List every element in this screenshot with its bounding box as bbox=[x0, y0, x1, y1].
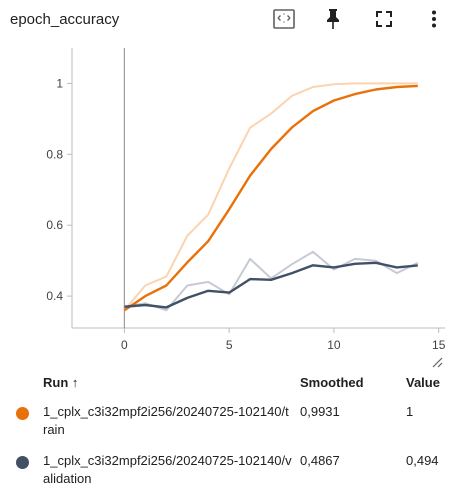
run-name: 1_cplx_c3i32mpf2i256/20240725-102140/tra… bbox=[43, 404, 289, 437]
fullscreen-icon bbox=[376, 11, 392, 27]
value-column-header[interactable]: Value bbox=[406, 375, 440, 390]
run-column-header[interactable]: Run ↑ bbox=[43, 375, 79, 390]
resize-handle-icon[interactable] bbox=[431, 356, 443, 368]
chart-title: epoch_accuracy bbox=[10, 11, 120, 28]
x-tick-label: 5 bbox=[226, 338, 233, 352]
series-color-dot bbox=[16, 407, 29, 420]
series-smoothed-line bbox=[123, 84, 418, 312]
fit-to-domain-icon bbox=[273, 9, 295, 29]
series-raw-line bbox=[124, 250, 419, 312]
smoothed-value: 0,9931 bbox=[300, 404, 340, 419]
fit-to-domain-button[interactable] bbox=[271, 6, 297, 32]
more-options-button[interactable] bbox=[421, 6, 447, 32]
x-tick-label: 10 bbox=[327, 338, 341, 352]
y-tick-label: 0.6 bbox=[46, 218, 63, 232]
raw-value: 1 bbox=[406, 404, 414, 419]
y-tick-label: 0.4 bbox=[46, 289, 63, 303]
smoothed-column-header[interactable]: Smoothed bbox=[300, 375, 364, 390]
series-smoothed-line bbox=[124, 261, 418, 309]
x-tick-label: 0 bbox=[121, 338, 128, 352]
more-vert-icon bbox=[432, 10, 436, 28]
fullscreen-button[interactable] bbox=[371, 6, 397, 32]
smoothed-value: 0,4867 bbox=[300, 453, 340, 468]
series-color-dot bbox=[16, 456, 29, 469]
y-tick-label: 1 bbox=[56, 76, 63, 90]
line-chart[interactable]: 0.40.60.810 5 10 15 bbox=[0, 40, 459, 360]
x-tick-label: 15 bbox=[432, 338, 446, 352]
pin-button[interactable] bbox=[320, 6, 346, 32]
series-raw-line bbox=[123, 82, 418, 311]
raw-value: 0,494 bbox=[406, 453, 439, 468]
run-name: 1_cplx_c3i32mpf2i256/20240725-102140/val… bbox=[43, 453, 292, 486]
y-tick-label: 0.8 bbox=[46, 147, 63, 161]
pin-icon bbox=[327, 9, 339, 29]
